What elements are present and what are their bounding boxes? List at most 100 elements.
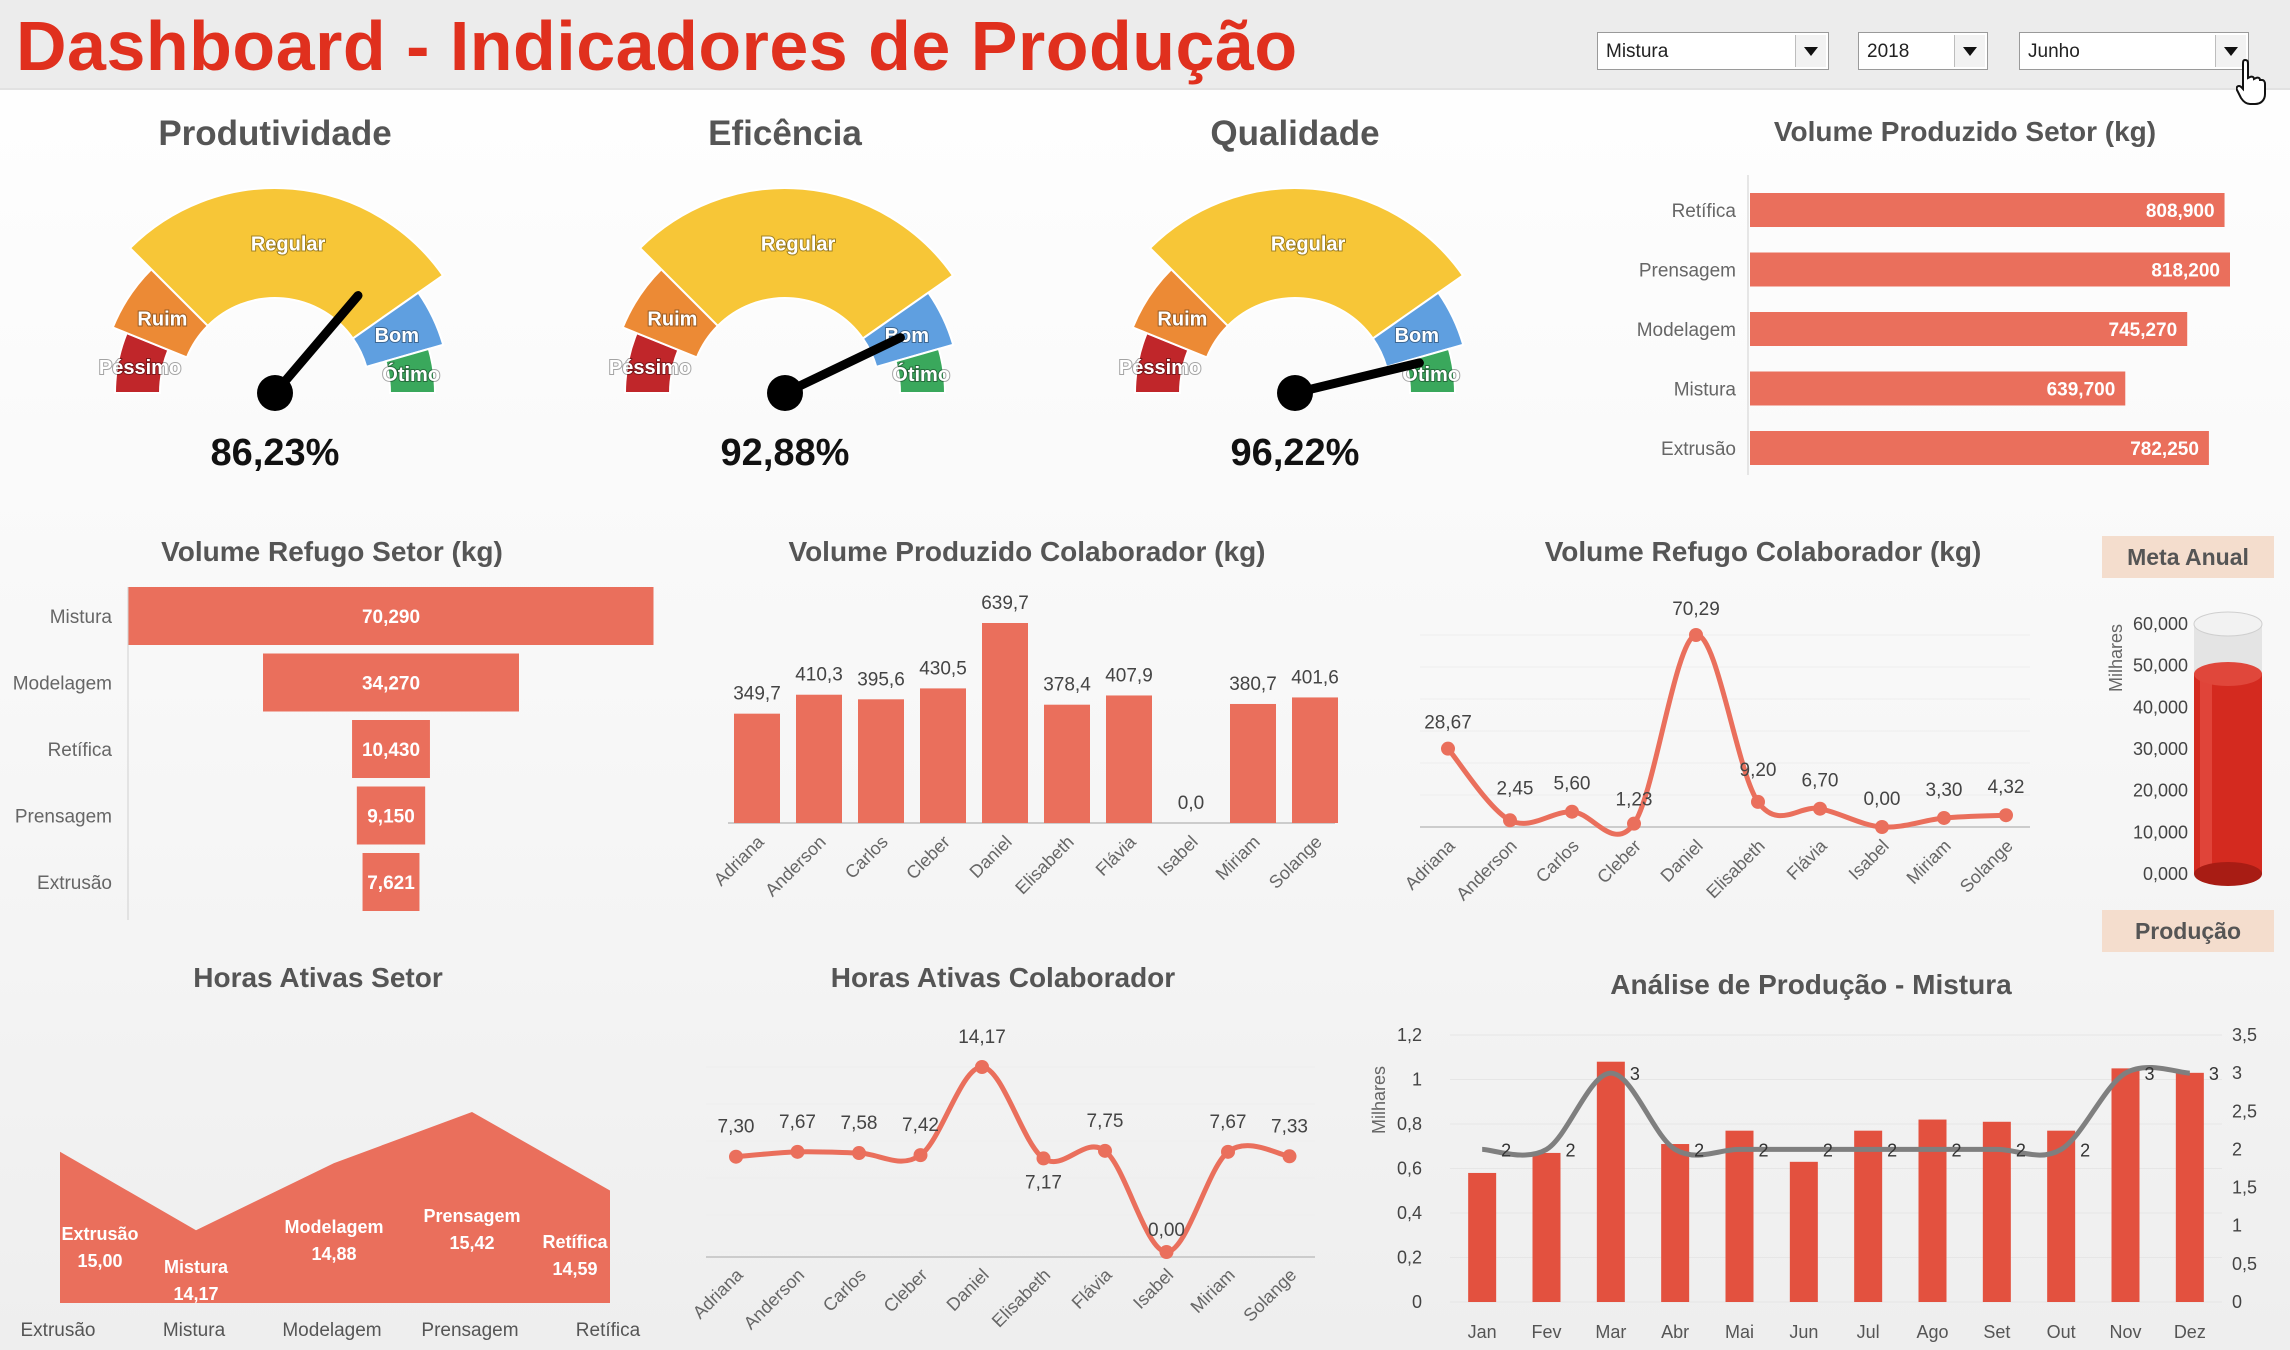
point-anderson <box>790 1144 805 1159</box>
category-label: Flávia <box>1092 831 1141 880</box>
gauge-value: 92,88% <box>721 432 850 474</box>
meta-anual-title: Meta Anual <box>2102 536 2274 578</box>
gauge-band-label: Péssimo <box>1119 357 1201 379</box>
data-label: 7,67 <box>1210 1112 1247 1133</box>
tick-label: 0,000 <box>2143 864 2188 884</box>
setor-dropdown-value: Mistura <box>1606 41 1669 62</box>
gauge-produtividade: Produtividade Péssimo Ruim Regular Bom Ótimo 8… <box>98 114 445 474</box>
area-category-label: Prensagem <box>423 1206 520 1226</box>
gauge-band-regular <box>1148 187 1465 340</box>
point-daniel <box>975 1060 989 1074</box>
data-label: 349,7 <box>733 684 781 705</box>
bar-extrusao <box>1750 431 2209 465</box>
category-label: Flávia <box>1783 835 1832 884</box>
chart-title: Horas Ativas Colaborador <box>831 962 1175 993</box>
chart-volume-refugo-setor: Volume Refugo Setor (kg) Mistura 70,290 Mod… <box>13 536 654 920</box>
gauge-band-label: Péssimo <box>609 357 691 379</box>
data-label: 14,88 <box>311 1244 356 1264</box>
data-label: 9,20 <box>1740 760 1777 781</box>
category-label: Abr <box>1661 1322 1689 1342</box>
setor-dropdown[interactable]: Mistura <box>1597 32 1829 70</box>
mes-dropdown-value: Junho <box>2028 41 2080 62</box>
point-elisabeth <box>1036 1151 1051 1166</box>
category-label: Mar <box>1595 1322 1626 1342</box>
bar-jun <box>1789 1161 1818 1302</box>
data-label: 3,30 <box>1926 780 1963 801</box>
chevron-down-icon <box>1804 46 1818 56</box>
gauge-band-label: Ruim <box>1157 308 1207 330</box>
gauge-title: Qualidade <box>1210 114 1379 153</box>
bar-retifica <box>1750 193 2225 227</box>
data-label: 4,32 <box>1988 777 2025 798</box>
data-label: 70,29 <box>1672 599 1720 620</box>
mes-dropdown-arrow[interactable] <box>2215 35 2246 67</box>
chart-title: Volume Produzido Setor (kg) <box>1774 116 2156 147</box>
tick-label: 60,000 <box>2133 614 2188 634</box>
data-label: 410,3 <box>795 665 843 686</box>
setor-dropdown-arrow[interactable] <box>1795 35 1826 67</box>
chart-title: Volume Produzido Colaborador (kg) <box>788 536 1265 567</box>
category-label: Daniel <box>966 832 1016 882</box>
chart-title: Volume Refugo Setor (kg) <box>161 536 503 567</box>
y-tick-label: 1,2 <box>1397 1025 1422 1045</box>
category-label: Set <box>1983 1322 2010 1342</box>
y-tick-label: 0 <box>1412 1292 1422 1312</box>
point-cleber <box>913 1148 928 1163</box>
gauge-band-label: Regular <box>761 234 836 256</box>
gauge-needle-hub <box>257 375 293 411</box>
category-label: Solange <box>1265 832 1326 893</box>
data-label: 6,70 <box>1802 771 1839 792</box>
chart-volume-produzido-setor: Volume Produzido Setor (kg) Retífica 808,9… <box>1637 116 2230 475</box>
category-label: Extrusão <box>37 873 112 894</box>
category-label: Elisabeth <box>988 1265 1055 1332</box>
cylinder-top <box>2193 611 2263 637</box>
category-label: Anderson <box>761 832 830 901</box>
gauge-band-label: Péssimo <box>99 357 181 379</box>
gauge-band-label: Regular <box>1271 234 1346 256</box>
gauge-band-label: Ótimo <box>892 362 950 386</box>
category-label: Modelagem <box>282 1320 381 1341</box>
gauge-needle <box>270 291 363 398</box>
y2-tick-label: 2,5 <box>2232 1101 2257 1121</box>
bar-prensagem <box>1750 252 2230 287</box>
meta-anual-panel: Meta Anual Milhares 0,000 10,000 20,000 30,0… <box>2102 536 2274 952</box>
gauge-band-regular <box>128 187 445 340</box>
category-label: Daniel <box>1657 836 1707 886</box>
data-label: 14,17 <box>958 1027 1006 1048</box>
data-label: 14,59 <box>552 1259 597 1279</box>
data-label: 28,67 <box>1424 713 1472 734</box>
bar-miriam <box>1230 703 1276 823</box>
ano-dropdown-arrow[interactable] <box>1954 35 1985 67</box>
point-isabel <box>1159 1245 1174 1259</box>
bar-modelagem <box>263 653 519 712</box>
bar-mistura <box>1750 371 2126 406</box>
category-label: Out <box>2047 1322 2076 1342</box>
tick-label: 50,000 <box>2133 656 2188 676</box>
point-solange <box>1999 808 2013 823</box>
line-data-label: 2 <box>2080 1140 2090 1160</box>
category-label: Cleber <box>1593 836 1645 888</box>
bar-abr <box>1661 1144 1690 1302</box>
data-label: 14,17 <box>173 1284 218 1304</box>
category-label: Prensagem <box>421 1320 518 1341</box>
chart-title: Análise de Produção - Mistura <box>1610 969 2012 1000</box>
gauge-band-label: Ruim <box>137 308 187 330</box>
data-label: 34,270 <box>362 674 420 695</box>
category-label: Retífica <box>1672 201 1737 222</box>
category-label: Prensagem <box>15 807 112 828</box>
page-title: Dashboard - Indicadores de Produção <box>16 7 1298 85</box>
data-label: 5,60 <box>1554 774 1591 795</box>
data-label: 9,150 <box>367 807 415 828</box>
category-label: Extrusão <box>21 1320 96 1341</box>
bar-cleber <box>920 688 966 823</box>
bar-nov <box>2111 1068 2140 1302</box>
bar-adriana <box>734 713 780 823</box>
mes-dropdown[interactable]: Junho <box>2019 32 2249 70</box>
category-label: Nov <box>2109 1322 2141 1342</box>
meta-anual-producao-label: Produção <box>2102 910 2274 952</box>
category-label: Modelagem <box>1637 320 1736 341</box>
category-label: Flávia <box>1068 1264 1117 1313</box>
gauge-band-label: Bom <box>375 325 419 347</box>
ano-dropdown[interactable]: 2018 <box>1858 32 1988 70</box>
point-miriam <box>1221 1144 1235 1159</box>
